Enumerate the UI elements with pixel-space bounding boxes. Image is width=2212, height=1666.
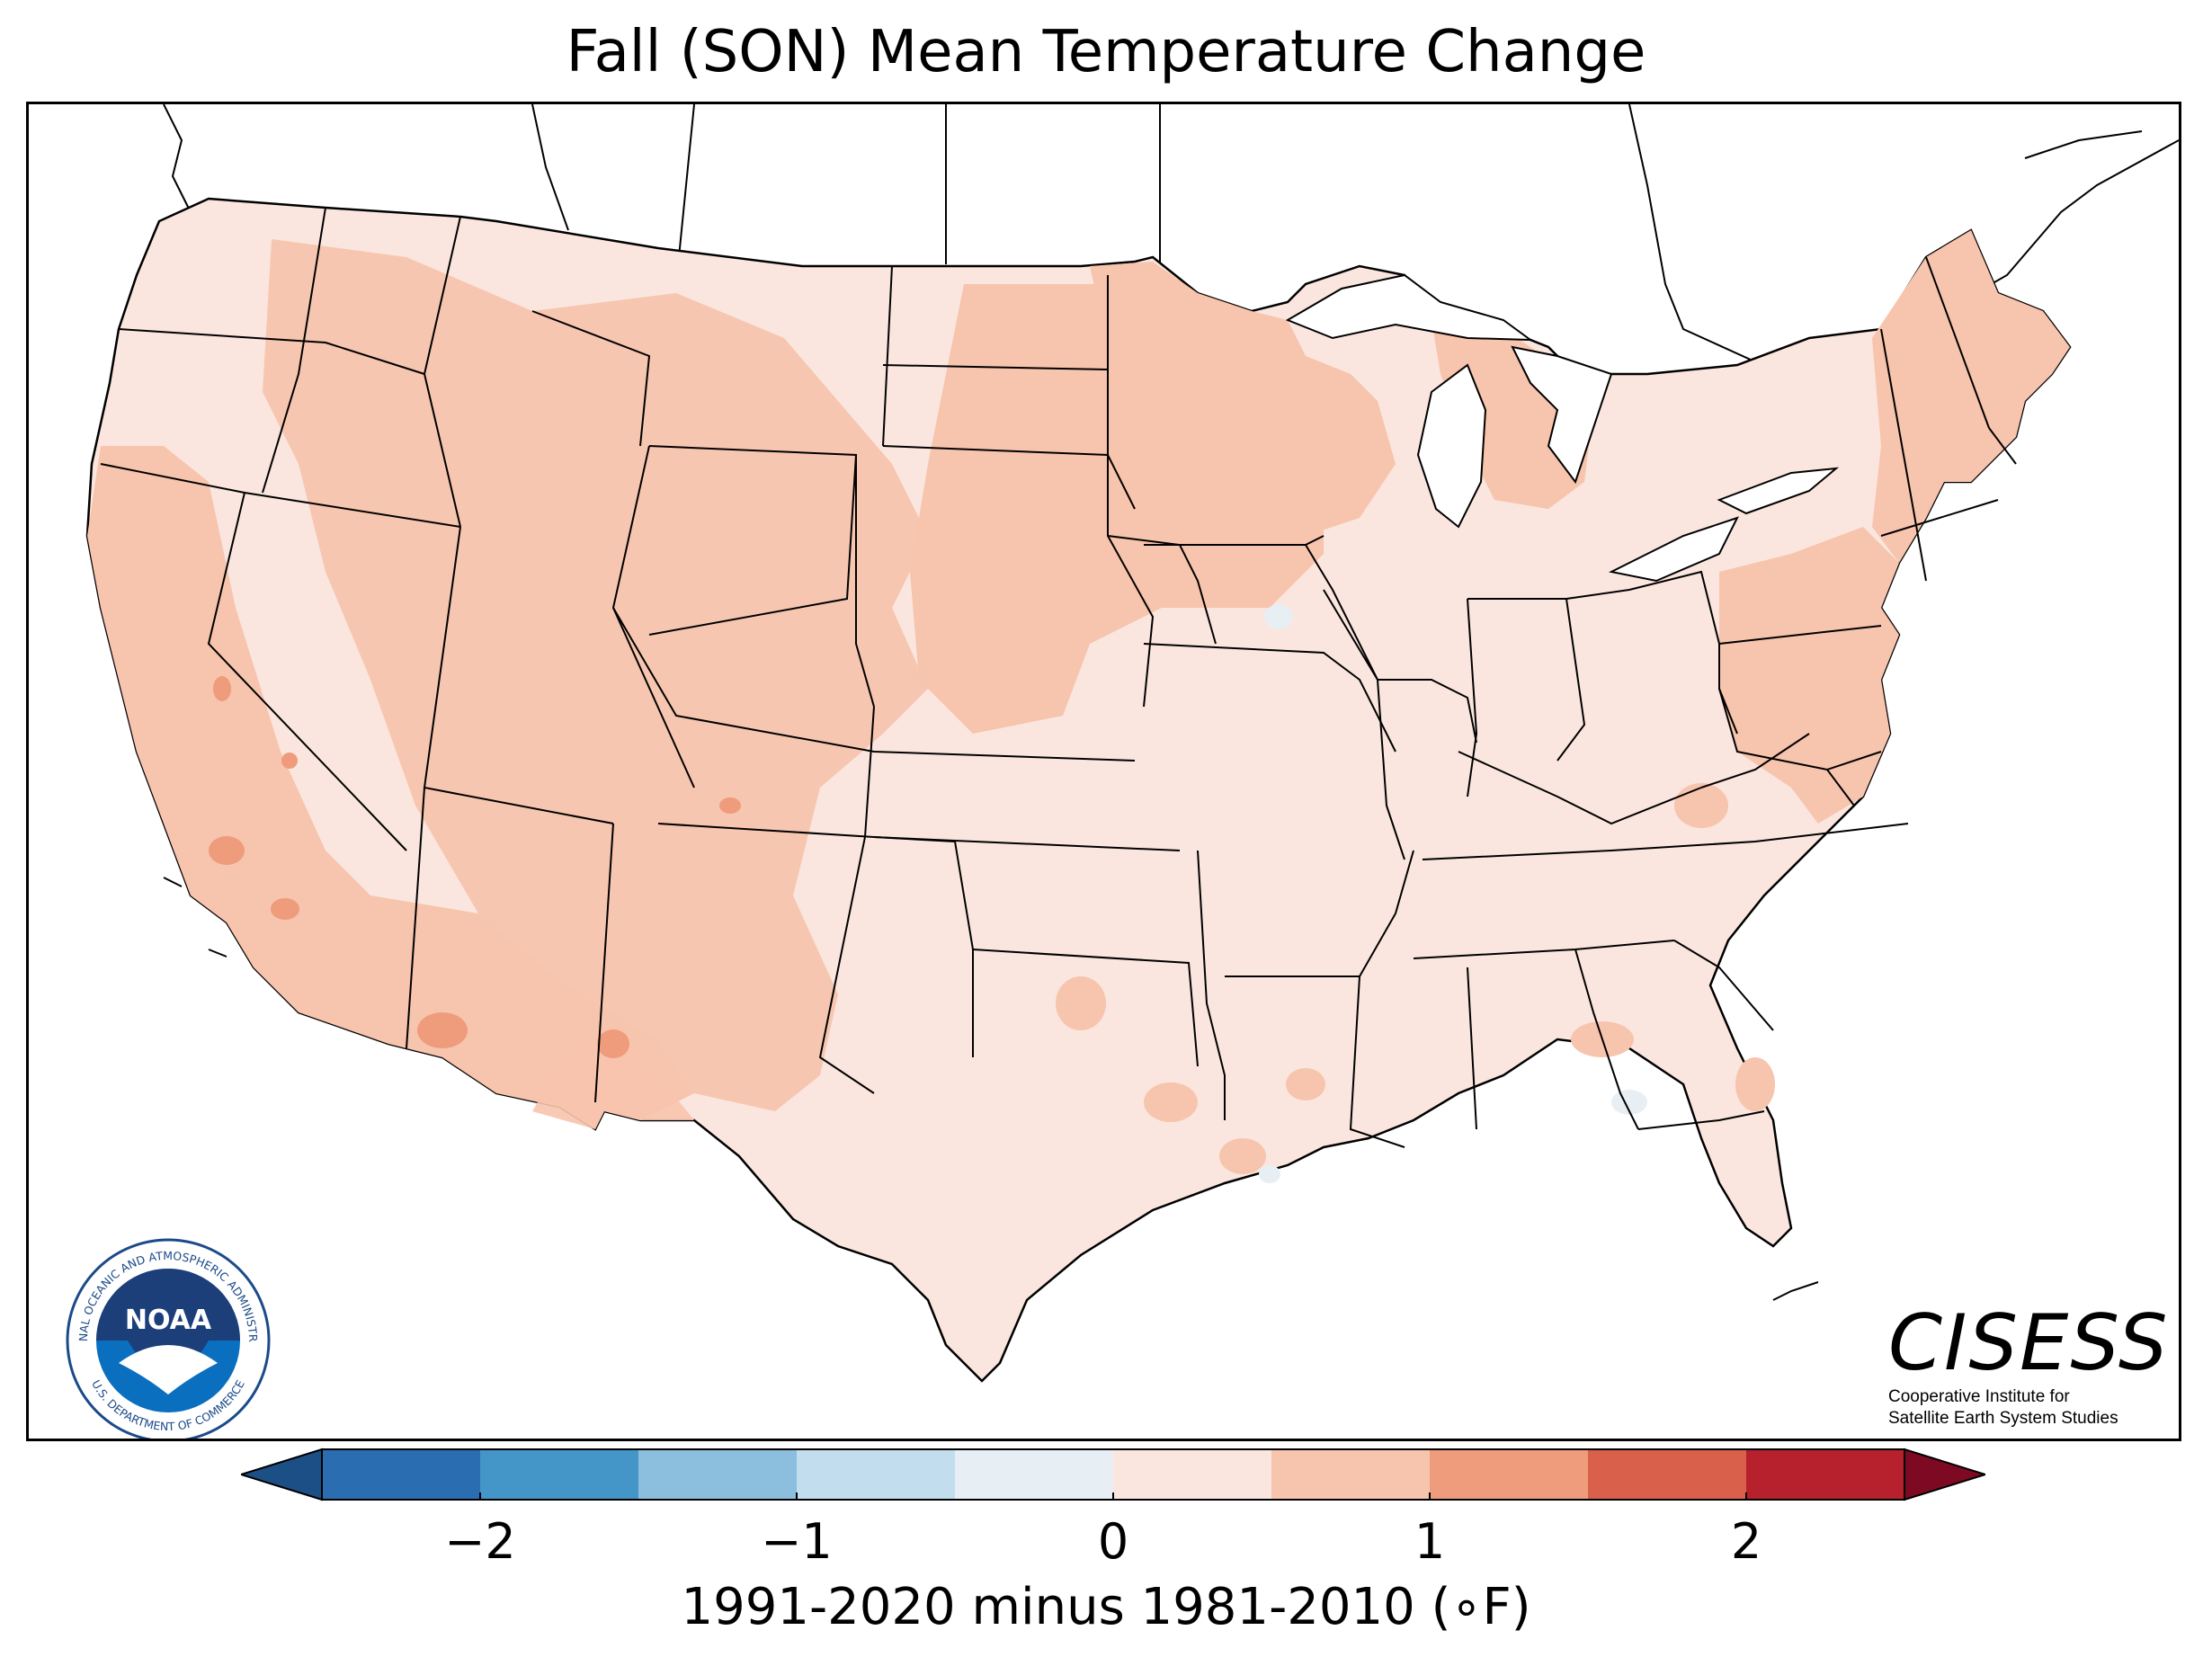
cisess-subtitle-2: Satellite Earth System Studies — [1888, 1409, 2118, 1428]
colorbar-ticks — [479, 1492, 1747, 1500]
colorbar-under-arrow — [241, 1448, 323, 1501]
colorbar-bin-5 — [1113, 1449, 1271, 1500]
map-frame: NOAA NATIONAL OCEANIC AND ATMOSPHERIC AD… — [26, 102, 2181, 1441]
colorbar-tick-label: 2 — [1730, 1513, 1762, 1570]
colorbar-bin-9 — [1746, 1449, 1904, 1500]
colorbar-bins — [322, 1449, 1904, 1500]
noaa-logo: NOAA NATIONAL OCEANIC AND ATMOSPHERIC AD… — [56, 1228, 271, 1439]
colorbar-bin-0 — [322, 1449, 480, 1500]
colorbar-bin-7 — [1430, 1449, 1588, 1500]
map-title: Fall (SON) Mean Temperature Change — [566, 19, 1646, 85]
colorbar-tick-label: 1 — [1414, 1513, 1446, 1570]
colorbar-bin-6 — [1271, 1449, 1430, 1500]
colorbar-tick-label: −1 — [761, 1513, 833, 1570]
warming-1.0-1.5-spots — [209, 676, 741, 1058]
colorbar-tick-label: −2 — [444, 1513, 516, 1570]
colorbar — [241, 1448, 1985, 1501]
state-boundaries — [100, 207, 2017, 1148]
cooling-spots — [1259, 604, 1647, 1183]
colorbar-bin-2 — [638, 1449, 797, 1500]
colorbar-bin-3 — [797, 1449, 955, 1500]
colorbar-label: 1991-2020 minus 1981-2010 (∘F) — [681, 1578, 1531, 1636]
cisess-wordmark: CISESS — [1888, 1298, 2170, 1388]
cisess-logo: CISESS Cooperative Institute for Satelli… — [1888, 1298, 2170, 1430]
colorbar-bin-1 — [480, 1449, 638, 1500]
colorbar-over-arrow — [1904, 1448, 1985, 1501]
cisess-subtitle-1: Cooperative Institute for — [1888, 1387, 2070, 1406]
colorbar-bin-8 — [1588, 1449, 1746, 1500]
noaa-center-text: NOAA — [125, 1305, 212, 1336]
colorbar-bin-4 — [955, 1449, 1113, 1500]
great-lakes — [1285, 273, 1840, 583]
warming-0.5-1.0-zones — [87, 230, 2070, 1174]
colorbar-tick-label: 0 — [1097, 1513, 1129, 1570]
coast-islands — [163, 877, 1819, 1301]
us-map — [85, 104, 2179, 1383]
